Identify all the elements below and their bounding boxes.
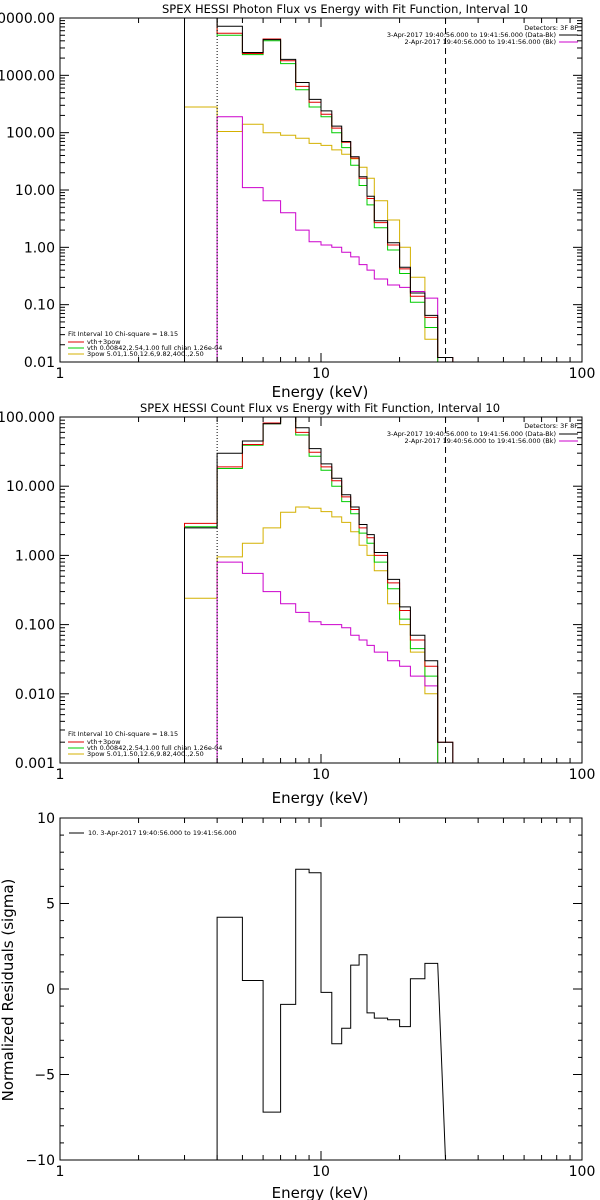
count-flux-panel: SPEX HESSI Count Flux vs Energy with Fit…	[0, 401, 595, 807]
residuals-legend-entry: 10. 3-Apr-2017 19:40:56.000 to 19:41:56.…	[88, 829, 237, 837]
photon-series-group	[184, 18, 454, 362]
photon-fit-legend-entry: vth+3pow	[87, 338, 121, 346]
photon-fit-legend-entry: vth 0.00842,2.54,1.00 full chian 1.26e-0…	[87, 344, 222, 352]
residuals-series-observed	[216, 868, 446, 1160]
residuals-series-group	[216, 868, 446, 1160]
count-fit-legend-entry: 3pow 5.01,1.50,12.6,9.82,400.,2.50	[87, 750, 204, 758]
residuals-y-tick-label: 0	[46, 982, 55, 998]
photon-panel-title: SPEX HESSI Photon Flux vs Energy with Fi…	[162, 2, 528, 16]
count-fit-legend-header: Fit Interval 10 Chi-square = 18.15	[68, 730, 178, 738]
residuals-y-tick-label: −10	[25, 1153, 55, 1169]
count-fit-legend-entry: vth+3pow	[87, 738, 121, 746]
residuals-x-axis-label: Energy (keV)	[272, 1184, 369, 1200]
residuals-x-tick-label: 10	[312, 1164, 330, 1180]
photon-x-axis-label: Energy (keV)	[272, 383, 369, 401]
photon-x-tick-label: 100	[569, 366, 596, 382]
photon-fit-legend-header: Fit Interval 10 Chi-square = 18.15	[68, 330, 178, 338]
residuals-y-tick-label: 10	[37, 811, 55, 827]
count-legend: Detectors: 3F 8F 3-Apr-2017 19:40:56.000…	[387, 422, 578, 445]
photon-series-observed	[184, 18, 454, 362]
photon-y-tick-label: 0.10	[24, 298, 55, 314]
count-y-tick-label: 0.010	[15, 687, 55, 703]
count-axes: 1 10 100 0.001 0.010 0.100 1.000 10.000 100.000	[0, 410, 595, 783]
photon-y-tick-label: 0000.00	[0, 11, 55, 27]
count-series-power-law	[184, 561, 453, 763]
photon-series-third	[184, 106, 453, 362]
residuals-x-tick-label: 1	[56, 1164, 65, 1180]
residuals-legend: 10. 3-Apr-2017 19:40:56.000 to 19:41:56.…	[69, 829, 237, 837]
photon-y-tick-label: 10.00	[15, 183, 55, 199]
count-y-tick-label: 100.000	[0, 410, 55, 426]
residuals-y-axis-label: Normalized Residuals (sigma)	[0, 879, 17, 1102]
count-y-tick-label: 0.001	[15, 756, 55, 772]
photon-fit-legend: Fit Interval 10 Chi-square = 18.15 vth+3…	[68, 330, 222, 358]
photon-fit-legend-entry: 3pow 5.01,1.50,12.6,9.82,400.,2.50	[87, 350, 204, 358]
count-x-tick-label: 1	[56, 767, 65, 783]
count-fit-legend: Fit Interval 10 Chi-square = 18.15 vth+3…	[68, 730, 222, 758]
residuals-y-tick-label: 5	[46, 897, 55, 913]
photon-legend-header: Detectors: 3F 8F	[524, 24, 578, 32]
photon-y-tick-label: 0.01	[24, 355, 55, 371]
count-legend-entry: 3-Apr-2017 19:40:56.000 to 19:41:56.000 …	[387, 430, 556, 438]
count-x-axis-label: Energy (keV)	[272, 789, 369, 807]
residuals-y-tick-label: −5	[34, 1068, 55, 1084]
photon-x-tick-label: 10	[312, 366, 330, 382]
count-y-tick-label: 0.100	[15, 618, 55, 634]
photon-legend-entry: 2-Apr-2017 19:40:56.000 to 19:41:56.000 …	[405, 38, 556, 46]
photon-axes: 1 10 100 0.01 0.10 1.00 10.00 100.00 1000.00 0000…	[0, 11, 595, 382]
count-panel-title: SPEX HESSI Count Flux vs Energy with Fit…	[140, 401, 500, 415]
count-legend-entry: 2-Apr-2017 19:40:56.000 to 19:41:56.000 …	[405, 437, 556, 445]
residuals-panel: 1 10 100 −10 −5 0 5 10 Energy (keV) Normalized …	[0, 811, 595, 1200]
photon-y-tick-label: 100.00	[6, 126, 55, 142]
count-legend-header: Detectors: 3F 8F	[524, 422, 578, 430]
count-x-tick-label: 100	[569, 767, 596, 783]
count-fit-legend-entry: vth 0.00842,2.54,1.00 full chian 1.26e-0…	[87, 744, 222, 752]
count-series-observed	[184, 417, 454, 763]
photon-flux-panel: SPEX HESSI Photon Flux vs Energy with Fi…	[0, 2, 595, 401]
photon-x-tick-label: 1	[56, 366, 65, 382]
photon-y-tick-label: 1000.00	[0, 68, 55, 84]
count-x-tick-label: 10	[312, 767, 330, 783]
photon-legend-entry: 3-Apr-2017 19:40:56.000 to 19:41:56.000 …	[387, 31, 556, 39]
count-series-group	[184, 417, 454, 763]
photon-legend: Detectors: 3F 8F 3-Apr-2017 19:40:56.000…	[387, 24, 578, 46]
residuals-x-tick-label: 100	[569, 1164, 596, 1180]
residuals-axes: 1 10 100 −10 −5 0 5 10	[25, 811, 595, 1180]
photon-y-tick-label: 1.00	[24, 240, 55, 256]
count-y-tick-label: 10.000	[6, 479, 55, 495]
count-y-tick-label: 1.000	[15, 548, 55, 564]
